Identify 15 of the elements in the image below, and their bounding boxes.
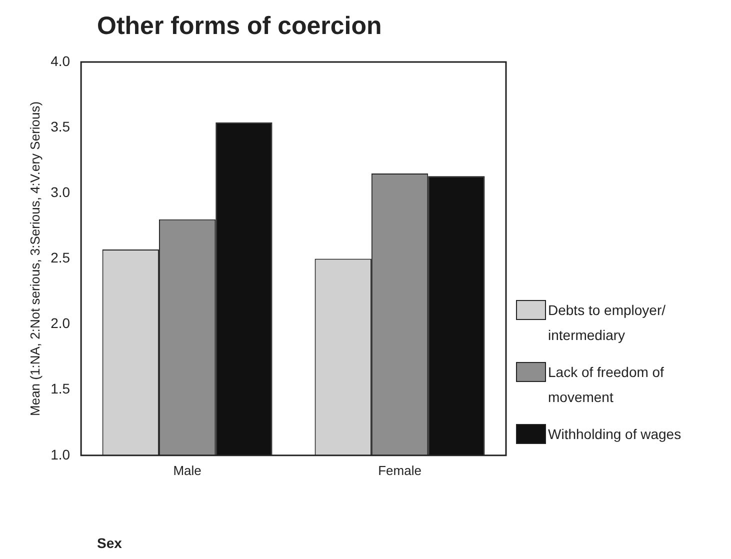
y-tick-label: 3.0 — [50, 184, 70, 200]
y-tick-label: 3.5 — [50, 118, 70, 134]
legend-label: Withholding of wages — [548, 425, 682, 444]
legend-label: Lack of freedom of movement — [548, 363, 665, 407]
legend-label: Debts to employer/ intermediary — [548, 301, 666, 345]
x-axis-title: Sex — [97, 535, 122, 551]
y-tick-label: 4.0 — [50, 52, 70, 69]
x-tick-label: Female — [378, 462, 422, 478]
y-axis-title: Mean (1:NA, 2:Not serious, 3:Serious, 4:V.ery Serious) — [27, 101, 42, 416]
y-tick-label: 1.0 — [50, 446, 70, 462]
y-tick-label: 1.5 — [50, 380, 70, 397]
y-tick-label: 2.0 — [50, 315, 70, 332]
y-tick-label: 2.5 — [50, 250, 70, 266]
x-tick-label: Male — [173, 462, 202, 478]
chart-title: Other forms of coercion — [97, 12, 382, 41]
